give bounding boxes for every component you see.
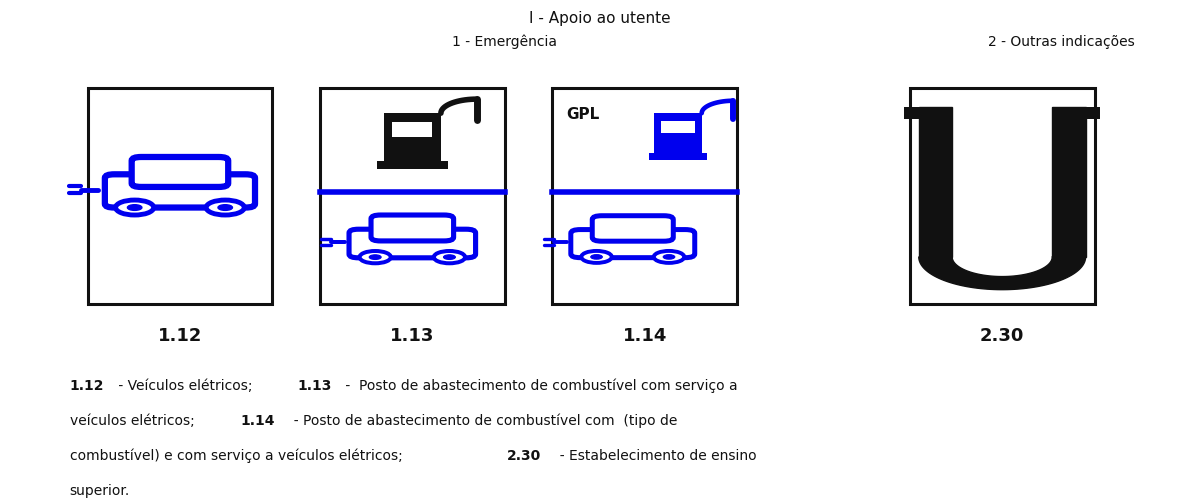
FancyBboxPatch shape bbox=[593, 216, 673, 241]
Text: 2.30: 2.30 bbox=[508, 449, 541, 463]
Text: - Veículos elétricos;: - Veículos elétricos; bbox=[114, 378, 257, 392]
Text: 1 - Emergência: 1 - Emergência bbox=[452, 34, 557, 49]
Text: I - Apoio ao utente: I - Apoio ao utente bbox=[529, 10, 671, 26]
Text: 2 - Outras indicações: 2 - Outras indicações bbox=[989, 34, 1135, 48]
Text: veículos elétricos;: veículos elétricos; bbox=[70, 414, 203, 428]
Text: -  Posto de abastecimento de combustível com serviço a: - Posto de abastecimento de combustível … bbox=[341, 378, 738, 393]
Bar bbox=[320, 88, 505, 304]
FancyBboxPatch shape bbox=[371, 215, 454, 241]
Text: 2.30: 2.30 bbox=[980, 328, 1025, 345]
Circle shape bbox=[206, 200, 245, 215]
FancyBboxPatch shape bbox=[132, 157, 228, 187]
Bar bbox=[1052, 107, 1100, 119]
Text: 1.13: 1.13 bbox=[296, 378, 331, 392]
Bar bbox=[377, 161, 448, 170]
Bar bbox=[905, 107, 952, 119]
Circle shape bbox=[218, 204, 233, 210]
Bar bbox=[910, 88, 1094, 304]
Bar bbox=[661, 120, 695, 133]
Polygon shape bbox=[919, 257, 1086, 290]
Bar bbox=[1052, 107, 1086, 257]
Text: 1.12: 1.12 bbox=[157, 328, 202, 345]
Bar bbox=[88, 88, 272, 304]
Circle shape bbox=[590, 254, 602, 259]
Bar bbox=[654, 113, 702, 158]
Circle shape bbox=[654, 251, 684, 263]
Text: combustível) e com serviço a veículos elétricos;: combustível) e com serviço a veículos el… bbox=[70, 449, 412, 464]
FancyBboxPatch shape bbox=[349, 229, 475, 258]
Circle shape bbox=[581, 251, 612, 263]
Text: superior.: superior. bbox=[70, 484, 130, 498]
FancyBboxPatch shape bbox=[571, 230, 695, 258]
Bar bbox=[392, 122, 432, 138]
Text: - Estabelecimento de ensino: - Estabelecimento de ensino bbox=[551, 449, 757, 463]
Text: 1.14: 1.14 bbox=[241, 414, 275, 428]
Circle shape bbox=[370, 255, 382, 260]
FancyBboxPatch shape bbox=[104, 174, 256, 208]
Bar bbox=[919, 107, 952, 257]
Bar bbox=[384, 113, 440, 167]
Bar bbox=[648, 152, 707, 160]
Circle shape bbox=[444, 255, 455, 260]
Text: GPL: GPL bbox=[566, 107, 600, 122]
Bar bbox=[552, 88, 737, 304]
Circle shape bbox=[434, 251, 466, 264]
Circle shape bbox=[360, 251, 391, 264]
Circle shape bbox=[664, 254, 674, 259]
Text: 1.13: 1.13 bbox=[390, 328, 434, 345]
Text: 1.12: 1.12 bbox=[70, 378, 104, 392]
Circle shape bbox=[115, 200, 154, 215]
Text: 1.14: 1.14 bbox=[623, 328, 667, 345]
Circle shape bbox=[127, 204, 142, 210]
Text: - Posto de abastecimento de combustível com  (tipo de: - Posto de abastecimento de combustível … bbox=[284, 414, 677, 428]
